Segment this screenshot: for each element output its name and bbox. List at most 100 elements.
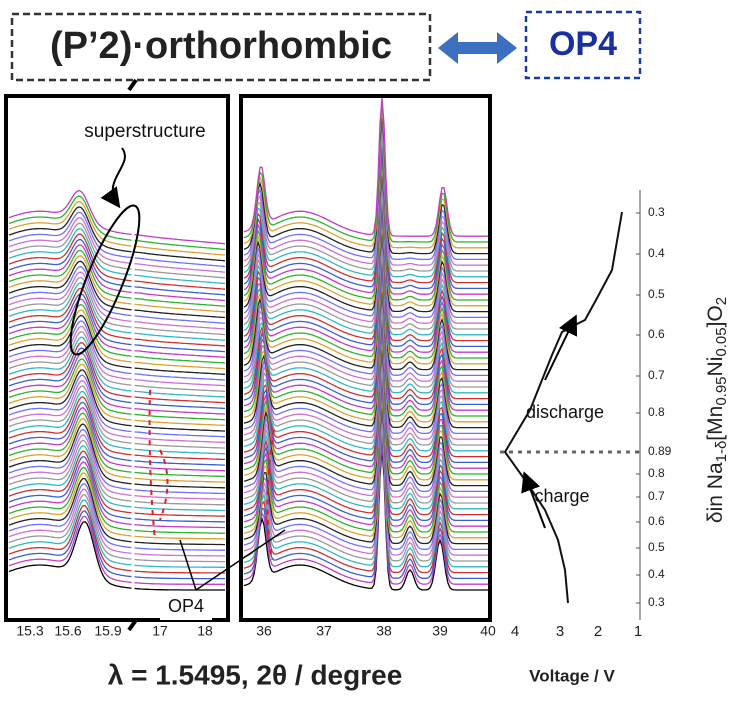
pattern-trace <box>8 200 226 256</box>
pattern-trace <box>243 414 488 556</box>
pattern-trace <box>243 339 488 481</box>
pattern-trace <box>243 275 488 417</box>
y-tick-label: 0.3 <box>648 595 665 609</box>
pattern-trace <box>243 240 488 382</box>
pattern-trace <box>243 298 488 440</box>
pattern-trace <box>243 130 488 272</box>
pattern-trace <box>8 222 226 279</box>
x-tick-label: 15.9 <box>94 623 121 639</box>
y-tick-label: 0.6 <box>648 514 665 528</box>
pattern-trace <box>8 510 225 580</box>
pattern-trace <box>8 330 226 392</box>
pattern-trace <box>243 281 488 423</box>
annotation-bg <box>66 118 224 146</box>
discharge-arrow <box>544 314 578 381</box>
middle-panel-frame <box>239 94 492 622</box>
label-part: δin Na <box>704 462 727 523</box>
pattern-trace <box>8 434 226 500</box>
red-dashes <box>148 389 169 541</box>
pattern-trace <box>243 333 488 475</box>
pattern-trace <box>8 477 225 546</box>
pattern-trace <box>8 444 225 512</box>
pattern-trace <box>8 385 226 449</box>
y-tick-label: 0.7 <box>648 489 665 503</box>
pattern-trace <box>243 141 488 284</box>
y-axis-label: δin Na1-δ[Mn0.95Ni0.05]O2 <box>704 297 730 523</box>
pattern-trace <box>243 107 488 249</box>
pattern-trace <box>8 417 226 483</box>
pattern-trace <box>243 136 488 278</box>
pattern-trace <box>243 246 488 388</box>
pattern-trace <box>243 199 488 342</box>
x-tick-label: 37 <box>316 623 332 639</box>
x-tick-label: 40 <box>480 623 496 639</box>
pattern-trace <box>8 325 226 387</box>
y-tick-label: 0.5 <box>648 540 665 554</box>
pattern-trace <box>243 124 488 266</box>
pattern-trace <box>243 426 488 568</box>
pattern-trace <box>243 118 488 261</box>
pattern-trace <box>243 350 488 493</box>
pattern-trace <box>8 439 226 506</box>
pattern-trace <box>8 358 226 421</box>
op4-pointer <box>179 529 286 591</box>
pattern-trace <box>8 228 226 285</box>
charge-arrow <box>521 471 546 529</box>
pattern-trace <box>8 292 226 353</box>
pattern-trace <box>8 341 226 404</box>
x-axis-label: λ = 1.5495, 2θ / degree <box>108 659 403 690</box>
pattern-trace <box>243 321 488 464</box>
pattern-trace <box>8 380 226 444</box>
pattern-trace <box>243 402 488 545</box>
pattern-trace <box>8 455 225 523</box>
x-tick-label: 15.3 <box>16 623 43 639</box>
pattern-trace <box>8 401 225 466</box>
pattern-trace <box>243 153 488 295</box>
pattern-trace <box>243 188 488 330</box>
y-tick-label: 0.8 <box>648 405 665 419</box>
x-tick-label: 2 <box>594 623 602 640</box>
x-tick-label: 3 <box>556 623 564 640</box>
x-tick-label: 15.6 <box>54 623 81 639</box>
pattern-trace <box>8 515 225 585</box>
pattern-traces <box>8 97 488 591</box>
pattern-trace <box>8 488 225 557</box>
y-tick-label: 0.89 <box>648 444 672 458</box>
annotation-bg <box>160 594 212 620</box>
pattern-trace <box>8 466 225 534</box>
pattern-trace <box>8 298 226 358</box>
pattern-trace <box>8 352 226 415</box>
annotation: charge <box>534 486 589 506</box>
pattern-trace <box>8 396 225 461</box>
pattern-trace <box>8 303 226 364</box>
label-part: 1-δ <box>713 441 730 463</box>
pattern-trace <box>243 379 488 522</box>
pattern-trace <box>8 244 226 302</box>
pattern-trace <box>243 310 488 452</box>
x-tick-label: 1 <box>634 623 642 640</box>
pattern-trace <box>243 315 488 458</box>
pattern-trace <box>8 287 226 347</box>
x-tick-label: 17 <box>152 623 168 639</box>
pattern-trace <box>243 437 488 580</box>
pattern-trace <box>8 282 226 341</box>
pattern-trace <box>243 182 488 324</box>
label-part: 0.95 <box>713 376 730 405</box>
y-tick-label: 0.8 <box>648 466 665 480</box>
pattern-trace <box>243 443 488 585</box>
pattern-trace <box>8 472 225 540</box>
superstructure-ellipse <box>69 204 141 356</box>
pattern-trace <box>243 228 488 371</box>
pattern-trace <box>8 211 226 268</box>
pattern-trace <box>8 374 225 438</box>
pattern-trace <box>243 292 488 435</box>
annotation: superstructure <box>84 121 205 142</box>
pattern-trace <box>8 494 225 563</box>
x-tick-label: 18 <box>197 623 213 639</box>
pattern-trace <box>8 189 226 245</box>
pattern-trace <box>8 238 226 296</box>
pattern-trace <box>243 112 488 255</box>
x-tick-label: 36 <box>256 623 272 639</box>
pattern-trace <box>243 165 488 307</box>
